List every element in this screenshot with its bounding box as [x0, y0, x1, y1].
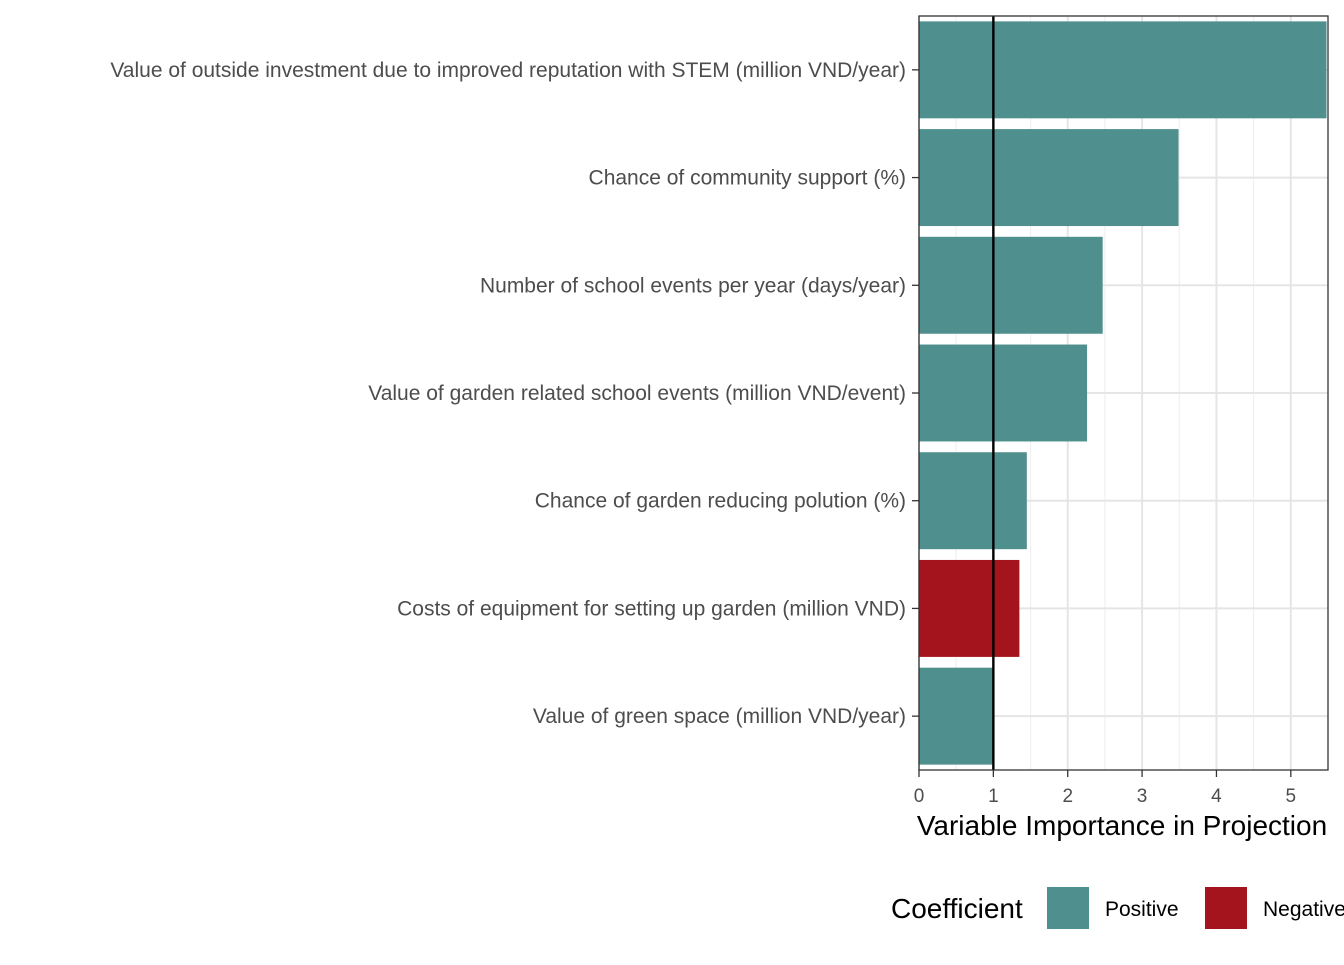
x-axis-title: Variable Importance in Projection	[917, 810, 1327, 841]
legend-title: Coefficient	[891, 893, 1023, 924]
legend-label-negative: Negative	[1263, 898, 1344, 921]
category-label: Costs of equipment for setting up garden…	[397, 597, 906, 620]
bar-layer	[919, 21, 1327, 765]
category-label: Value of outside investment due to impro…	[110, 59, 906, 82]
x-tick-label: 5	[1286, 786, 1297, 807]
category-label: Value of garden related school events (m…	[368, 382, 906, 405]
x-tick-label: 1	[988, 786, 999, 807]
x-tick-label: 3	[1137, 786, 1148, 807]
bar-4	[919, 344, 1088, 442]
category-label: Number of school events per year (days/y…	[480, 274, 906, 297]
legend-label-positive: Positive	[1105, 898, 1179, 921]
category-label-layer: Value of outside investment due to impro…	[110, 59, 919, 728]
x-tick-label: 4	[1211, 786, 1222, 807]
category-label: Chance of community support (%)	[589, 167, 906, 190]
legend-swatch-positive	[1047, 887, 1089, 929]
bar-7	[919, 667, 994, 765]
category-label: Value of green space (million VND/year)	[533, 705, 906, 728]
x-tick-label: 2	[1062, 786, 1073, 807]
legend-swatch-negative	[1205, 887, 1247, 929]
bar-1	[919, 21, 1327, 119]
bar-6	[919, 559, 1020, 657]
x-tick-label: 0	[914, 786, 925, 807]
bar-3	[919, 236, 1103, 334]
category-label: Chance of garden reducing polution (%)	[535, 490, 906, 513]
bar-5	[919, 452, 1027, 550]
bar-2	[919, 129, 1179, 227]
legend: Coefficient Positive Negative	[891, 887, 1344, 929]
